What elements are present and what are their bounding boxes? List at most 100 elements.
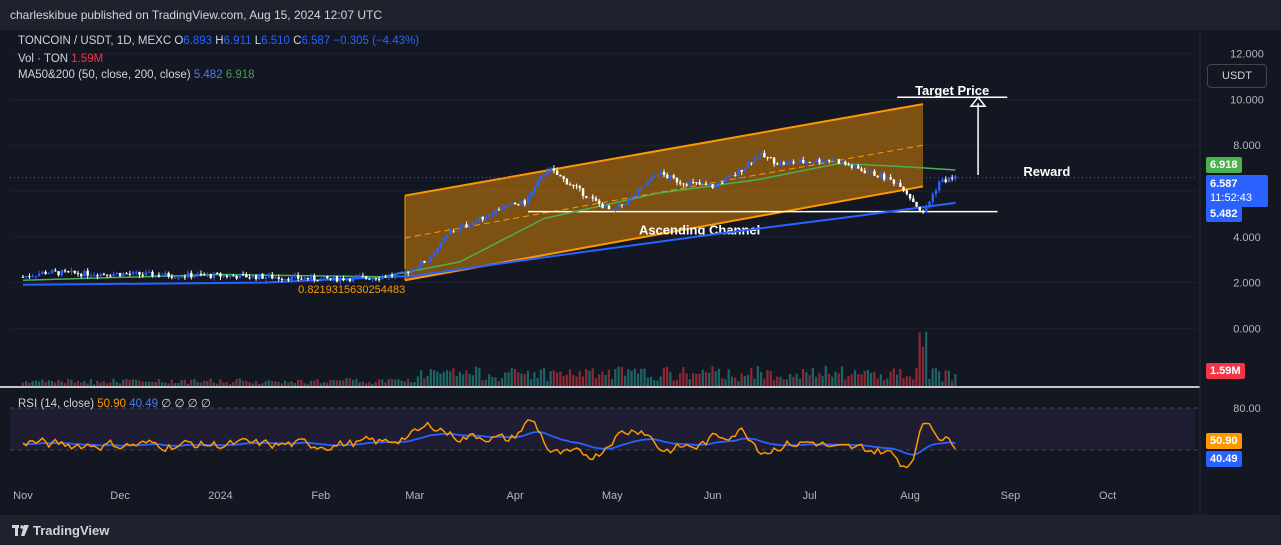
- candle-body: [462, 224, 465, 227]
- x-tick-label: Mar: [405, 490, 424, 502]
- legend-high-label: H: [215, 35, 224, 47]
- candle-body: [931, 194, 934, 202]
- volume-bar: [258, 384, 261, 386]
- candle-body: [303, 277, 306, 279]
- volume-bar: [86, 383, 89, 386]
- currency-button[interactable]: USDT: [1207, 64, 1267, 88]
- candle-body: [44, 271, 47, 274]
- volume-bar: [892, 368, 895, 386]
- volume-bar: [814, 376, 818, 386]
- candle-body: [413, 269, 416, 271]
- candle-body: [80, 274, 83, 277]
- candle-body: [772, 157, 776, 164]
- volume-bar: [164, 382, 167, 386]
- volume-bar: [630, 370, 633, 386]
- candle-body: [277, 277, 280, 279]
- current-price: 6.587: [1210, 178, 1238, 190]
- candle-body: [219, 273, 222, 277]
- candle-body: [358, 276, 361, 278]
- candle-body: [377, 278, 381, 280]
- candle-body: [394, 273, 397, 277]
- volume-bar: [351, 380, 355, 386]
- volume-bar: [335, 380, 339, 386]
- volume-bar: [821, 375, 824, 386]
- volume-bar: [183, 379, 186, 386]
- candle-body: [491, 214, 494, 216]
- candle-body: [271, 274, 274, 279]
- candle-body: [241, 274, 245, 276]
- candle-body: [118, 272, 122, 277]
- candle-body: [183, 276, 187, 278]
- candle-body: [296, 275, 300, 279]
- candle-body: [339, 278, 342, 282]
- candle-body: [785, 161, 789, 165]
- volume-bar: [407, 378, 410, 386]
- volume-bar: [850, 374, 853, 386]
- legend-high: 6.911: [223, 35, 252, 47]
- volume-bar: [475, 366, 478, 386]
- candle-body: [740, 169, 743, 172]
- candle-body: [209, 274, 212, 278]
- candle-body: [439, 241, 442, 249]
- volume-bar: [808, 375, 811, 386]
- candle-body: [831, 159, 834, 161]
- volume-bar: [555, 372, 559, 386]
- candle-body: [193, 276, 196, 278]
- candle-body: [646, 181, 650, 186]
- volume-bar: [578, 371, 581, 386]
- volume-bar: [802, 368, 805, 386]
- volume-bar: [245, 381, 248, 386]
- candle-body: [41, 271, 44, 274]
- volume-bar: [400, 380, 403, 386]
- volume-bar: [601, 371, 604, 386]
- candle-body: [465, 224, 468, 227]
- volume-bar: [232, 381, 235, 386]
- candle-body: [559, 174, 562, 177]
- candle-body: [902, 186, 905, 191]
- rsi-band: [10, 408, 1195, 450]
- candle-body: [620, 204, 624, 206]
- volume-bar: [413, 381, 416, 386]
- candle-body: [908, 193, 912, 199]
- volume-bar: [449, 371, 452, 386]
- candle-body: [445, 234, 449, 239]
- candle-body: [102, 273, 106, 275]
- candle-body: [568, 184, 572, 186]
- candle-body: [925, 207, 928, 213]
- countdown: 11:52:43: [1210, 192, 1253, 204]
- volume-bar: [206, 381, 209, 386]
- candle-body: [601, 203, 604, 209]
- candle-body: [112, 274, 115, 276]
- volume-bar: [355, 379, 358, 386]
- volume-bar: [316, 379, 319, 386]
- chart-canvas[interactable]: 12.00010.0008.0006.0004.0002.0000.000Nov…: [0, 30, 1281, 515]
- candle-body: [186, 272, 190, 277]
- x-tick-label: Dec: [110, 490, 130, 502]
- volume-bar: [284, 380, 287, 386]
- tradingview-logo[interactable]: TradingView: [12, 523, 109, 538]
- volume-bar: [947, 370, 950, 386]
- volume-bar: [711, 366, 714, 386]
- volume-bar: [611, 379, 614, 386]
- candle-body: [390, 274, 394, 277]
- candle-body: [54, 270, 57, 272]
- volume-bar: [151, 381, 154, 386]
- volume-bar: [740, 373, 743, 386]
- candle-body: [539, 175, 543, 181]
- volume-bar: [416, 376, 419, 386]
- volume-bar: [309, 380, 313, 386]
- volume-bar: [28, 382, 31, 386]
- volume-bar: [452, 368, 455, 386]
- candle-body: [805, 161, 808, 163]
- chart-panel[interactable]: 12.00010.0008.0006.0004.0002.0000.000Nov…: [0, 30, 1281, 515]
- candle-body: [432, 253, 436, 257]
- legend-rsi-ma-value: 40.49: [129, 398, 159, 410]
- volume-bar: [594, 378, 598, 386]
- legend-low: 6.510: [261, 35, 290, 47]
- volume-bar: [135, 379, 138, 386]
- volume-bar: [439, 373, 442, 386]
- legend-open: 6.893: [183, 35, 213, 47]
- candle-body: [235, 276, 238, 279]
- legend-main: TONCOIN / USDT, 1D, MEXC O6.893 H6.911 L…: [18, 35, 419, 47]
- volume-bar: [721, 378, 724, 386]
